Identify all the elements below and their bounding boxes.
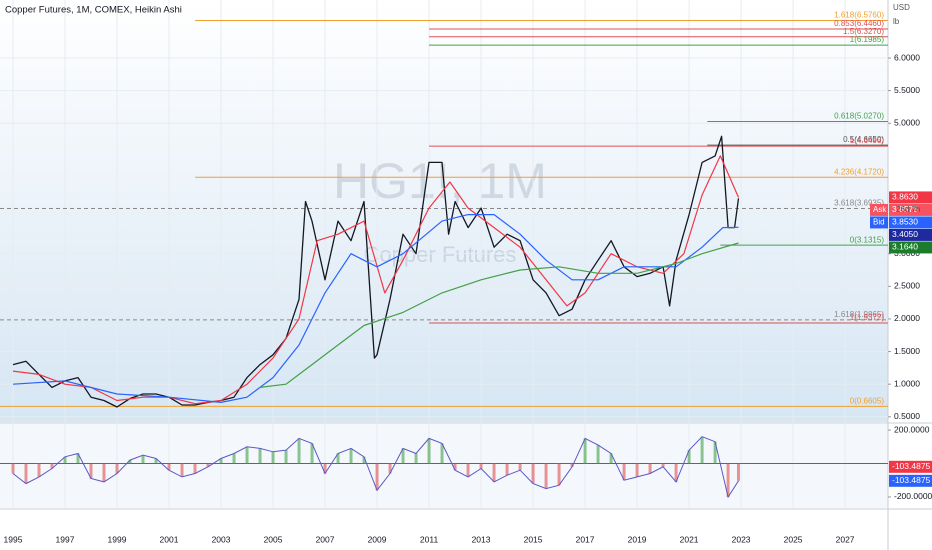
price-label: 3.4050 xyxy=(892,229,918,239)
series-line xyxy=(259,242,739,388)
fib-label: 3.618(3.6935) xyxy=(834,199,884,208)
osc-line xyxy=(12,436,739,499)
y-tick-label: 6.0000 xyxy=(894,52,920,62)
y-tick-label: 5.0000 xyxy=(894,118,920,128)
x-tick-label: 2001 xyxy=(160,534,179,544)
price-label: 3.8575 xyxy=(892,204,918,214)
fib-label: 4.236(4.1720) xyxy=(834,167,884,176)
unit: lb xyxy=(893,17,900,26)
price-label-bg xyxy=(889,203,932,216)
fib-label: 1.618(6.5760) xyxy=(834,11,884,20)
x-tick-label: 2011 xyxy=(420,534,439,544)
series-line xyxy=(12,214,739,403)
y-tick-label: 200.0000 xyxy=(894,424,930,434)
x-tick-label: 2013 xyxy=(472,534,491,544)
fib-label: 1(4.6495) xyxy=(850,136,885,145)
fib-label: 0(0.6605) xyxy=(850,396,885,405)
x-tick-label: 2009 xyxy=(368,534,387,544)
fib-label: 0.853(6.4460) xyxy=(834,19,884,28)
currency: USD xyxy=(893,3,910,12)
fib-label: 1(1.9372) xyxy=(850,313,885,322)
x-tick-label: 2027 xyxy=(836,534,855,544)
x-tick-label: 1995 xyxy=(4,534,23,544)
fib-label: 1(6.1985) xyxy=(850,35,885,44)
y-tick-label: 0.5000 xyxy=(894,411,920,421)
price-label: 3.8530 xyxy=(892,217,918,227)
x-tick-label: 2017 xyxy=(576,534,595,544)
x-tick-label: 2025 xyxy=(784,534,803,544)
countdown: 26d 7h xyxy=(896,205,920,214)
x-tick-label: 2005 xyxy=(264,534,283,544)
y-tick-label: -200.0000 xyxy=(894,491,932,501)
fib-label: 1.618(1.9865) xyxy=(834,310,884,319)
price-label-bg xyxy=(889,216,932,229)
series-line xyxy=(12,155,740,405)
price-label-prefix: Ask xyxy=(873,205,887,214)
y-tick-label: 2.0000 xyxy=(894,313,920,323)
price-label: 3.1640 xyxy=(892,242,918,252)
price-label-prefix: Bid xyxy=(873,218,885,227)
chart-title: Copper Futures, 1M, COMEX, Heikin Ashi xyxy=(5,5,182,16)
price-label-bg xyxy=(889,460,932,473)
fib-label: 1.5(6.3270) xyxy=(843,27,884,36)
price-label: 3.8630 xyxy=(892,192,918,202)
price-label: -103.4875 xyxy=(892,461,931,471)
watermark-symbol: HG1!, 1M xyxy=(333,153,547,209)
price-label-bg xyxy=(889,228,932,241)
x-tick-label: 1999 xyxy=(108,534,127,544)
y-tick-label: 5.5000 xyxy=(894,85,920,95)
fib-label: 0(3.1315) xyxy=(850,235,885,244)
series-line xyxy=(12,135,740,408)
price-label-bg xyxy=(889,474,932,487)
y-tick-label: 1.5000 xyxy=(894,346,920,356)
prefix-bg xyxy=(870,203,888,216)
watermark-name: Copper Futures xyxy=(364,242,517,267)
x-tick-label: 1997 xyxy=(56,534,75,544)
price-label-bg xyxy=(889,241,932,254)
price-label: -103.4875 xyxy=(892,475,931,485)
x-tick-label: 2003 xyxy=(212,534,231,544)
x-tick-label: 2015 xyxy=(524,534,543,544)
x-tick-label: 2019 xyxy=(628,534,647,544)
x-tick-label: 2007 xyxy=(316,534,335,544)
y-tick-label: 2.5000 xyxy=(894,281,920,291)
y-tick-label: 1.0000 xyxy=(894,378,920,388)
fib-label: 0.618(5.0270) xyxy=(834,112,884,121)
price-label-bg xyxy=(889,191,932,204)
x-tick-label: 2023 xyxy=(732,534,751,544)
prefix-bg xyxy=(870,216,888,229)
price-pane xyxy=(0,0,888,422)
fib-label: 0.5(4.6650) xyxy=(843,135,884,144)
oscillator-pane xyxy=(0,424,888,508)
x-tick-label: 2021 xyxy=(680,534,699,544)
